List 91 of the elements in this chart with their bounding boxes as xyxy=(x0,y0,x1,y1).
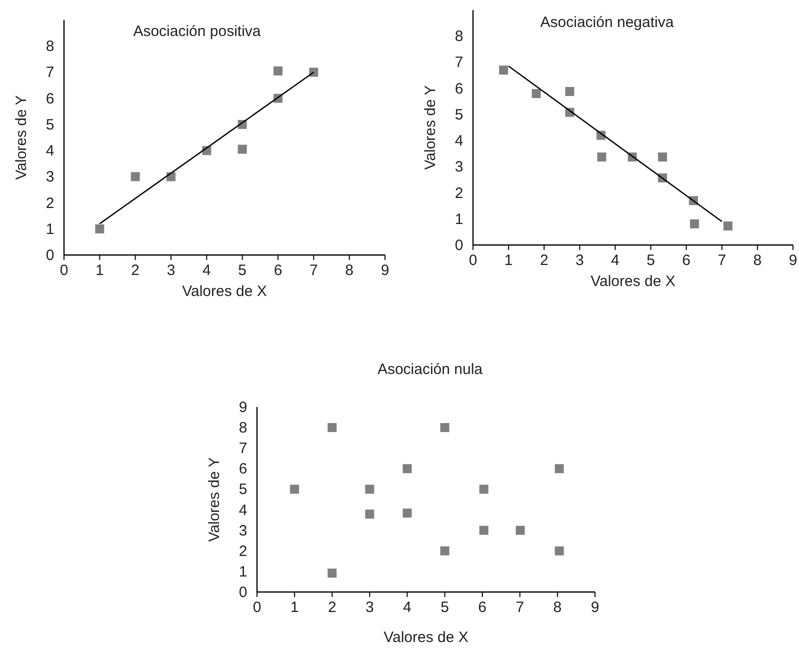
x-tick-label: 4 xyxy=(403,599,412,616)
y-tick-label: 5 xyxy=(238,481,248,498)
y-axis-title: Valores de Y xyxy=(13,95,30,180)
point xyxy=(565,86,574,96)
x-axis-title: Valores de X xyxy=(182,283,267,300)
y-tick-label: 1 xyxy=(46,220,54,238)
x-tick-label: 7 xyxy=(516,599,524,616)
x-tick-label: 3 xyxy=(166,262,176,279)
x-axis-title: Valores de X xyxy=(384,629,468,646)
x-tick-label: 1 xyxy=(95,262,104,279)
point xyxy=(597,152,606,162)
y-tick-label: 8 xyxy=(238,420,248,437)
y-tick-label: 3 xyxy=(238,522,248,540)
point xyxy=(130,172,140,182)
point xyxy=(328,423,337,432)
y-tick-label: 7 xyxy=(46,64,54,82)
x-tick-label: 6 xyxy=(478,599,487,616)
point xyxy=(479,526,488,535)
x-tick-label: 6 xyxy=(274,262,282,279)
chart-title: Asociación positiva xyxy=(133,23,262,40)
x-tick-label: 2 xyxy=(131,262,140,279)
y-tick-label: 7 xyxy=(454,54,464,72)
point xyxy=(274,66,282,76)
point xyxy=(365,484,374,494)
x-tick-label: 2 xyxy=(540,252,548,269)
point xyxy=(723,221,732,230)
y-tick-label: 0 xyxy=(238,584,248,601)
point xyxy=(328,568,337,578)
point xyxy=(516,526,525,535)
x-tick-label: 9 xyxy=(380,262,390,279)
x-tick-label: 3 xyxy=(365,599,374,616)
y-tick-label: 7 xyxy=(238,440,248,458)
point xyxy=(365,510,374,519)
y-axis-title: Valores de Y xyxy=(422,85,439,170)
x-tick-label: 2 xyxy=(328,599,336,616)
y-tick-label: 3 xyxy=(454,158,464,176)
y-tick-label: 6 xyxy=(454,80,464,98)
x-tick-label: 0 xyxy=(60,262,68,279)
chart-title: Asociación negativa xyxy=(540,14,674,31)
point xyxy=(440,423,450,432)
point xyxy=(554,464,564,474)
y-tick-label: 4 xyxy=(46,142,54,160)
x-tick-label: 0 xyxy=(468,252,478,269)
x-tick-label: 9 xyxy=(590,599,600,616)
point xyxy=(440,546,450,556)
y-tick-label: 6 xyxy=(46,90,54,108)
x-tick-label: 1 xyxy=(290,599,299,616)
y-tick-label: 8 xyxy=(454,28,464,46)
x-tick-label: 7 xyxy=(718,252,726,269)
point xyxy=(554,546,564,556)
chart-title: Asociación nula xyxy=(377,361,484,378)
point xyxy=(658,152,668,162)
x-tick-label: 4 xyxy=(202,262,211,279)
y-tick-label: 0 xyxy=(454,237,464,254)
y-tick-label: 2 xyxy=(238,542,248,560)
x-tick-label: 9 xyxy=(788,252,798,269)
point xyxy=(690,219,700,228)
x-tick-label: 0 xyxy=(252,599,262,616)
point xyxy=(238,144,247,154)
point xyxy=(479,484,488,494)
y-tick-label: 2 xyxy=(46,194,54,212)
x-tick-label: 7 xyxy=(309,262,318,279)
x-tick-label: 4 xyxy=(611,252,620,269)
y-tick-label: 8 xyxy=(46,38,54,56)
y-tick-label: 9 xyxy=(238,399,248,416)
x-tick-label: 3 xyxy=(575,252,584,269)
y-tick-label: 2 xyxy=(454,184,464,202)
y-tick-label: 1 xyxy=(454,210,464,228)
y-tick-label: 5 xyxy=(454,106,464,124)
x-tick-label: 8 xyxy=(553,599,562,616)
y-tick-label: 1 xyxy=(238,563,248,580)
point xyxy=(290,484,300,494)
y-tick-label: 5 xyxy=(46,116,54,134)
x-tick-label: 8 xyxy=(753,252,762,269)
x-axis-title: Valores de X xyxy=(590,273,676,290)
point xyxy=(402,508,412,518)
y-tick-label: 6 xyxy=(238,460,248,478)
point xyxy=(309,68,318,77)
x-tick-label: 6 xyxy=(682,252,691,269)
point xyxy=(402,464,412,474)
x-tick-label: 5 xyxy=(440,599,449,616)
y-tick-label: 4 xyxy=(454,132,464,150)
x-tick-label: 5 xyxy=(646,252,655,269)
y-axis-title: Valores de Y xyxy=(206,457,223,542)
x-tick-label: 1 xyxy=(504,252,513,269)
point xyxy=(532,89,541,98)
y-tick-label: 4 xyxy=(238,502,248,519)
y-tick-label: 3 xyxy=(46,168,54,186)
x-tick-label: 8 xyxy=(345,262,354,279)
point xyxy=(499,66,508,75)
point xyxy=(95,224,104,234)
